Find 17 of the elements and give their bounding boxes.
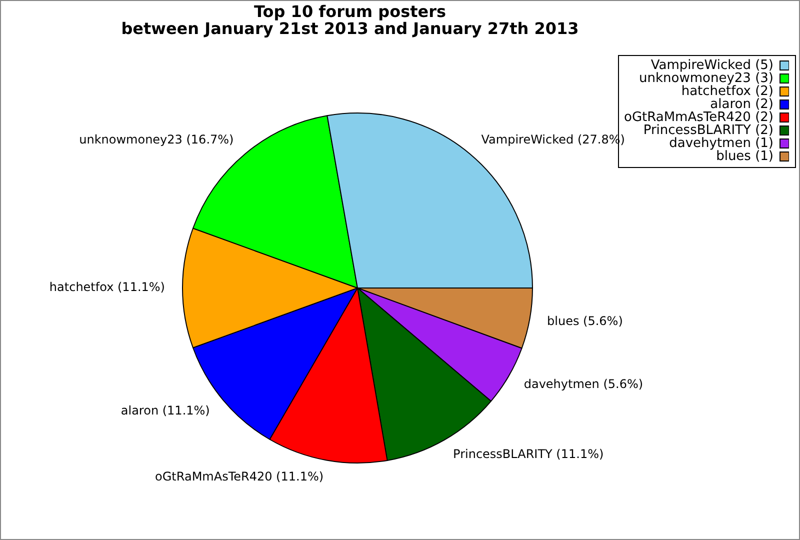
- legend-label: unknowmoney23 (3): [639, 70, 774, 86]
- data-label: unknowmoney23 (16.7%): [79, 132, 234, 147]
- data-label: hatchetfox (11.1%): [49, 280, 165, 294]
- data-label: davehytmen (5.6%): [524, 376, 644, 391]
- data-label: oGtRaMmAsTeR420 (11.1%): [155, 470, 324, 484]
- legend-label: VampireWicked (5): [650, 58, 774, 73]
- data-label: blues (5.6%): [547, 314, 623, 328]
- legend-label: PrincessBLARITY (2): [643, 122, 774, 138]
- chart-title: Top 10 forum posters: [253, 2, 447, 21]
- legend-label: davehytmen (1): [669, 136, 774, 151]
- data-label: PrincessBLARITY (11.1%): [453, 447, 604, 462]
- data-label: alaron (11.1%): [120, 404, 210, 418]
- chart-subtitle: between January 21st 2013 and January 27th 2013: [120, 19, 580, 38]
- legend-label: blues (1): [716, 148, 774, 164]
- legend-label: oGtRaMmAsTeR420 (2): [624, 110, 774, 125]
- legend-label: hatchetfox (2): [681, 84, 774, 99]
- legend-label: alaron (2): [710, 96, 774, 112]
